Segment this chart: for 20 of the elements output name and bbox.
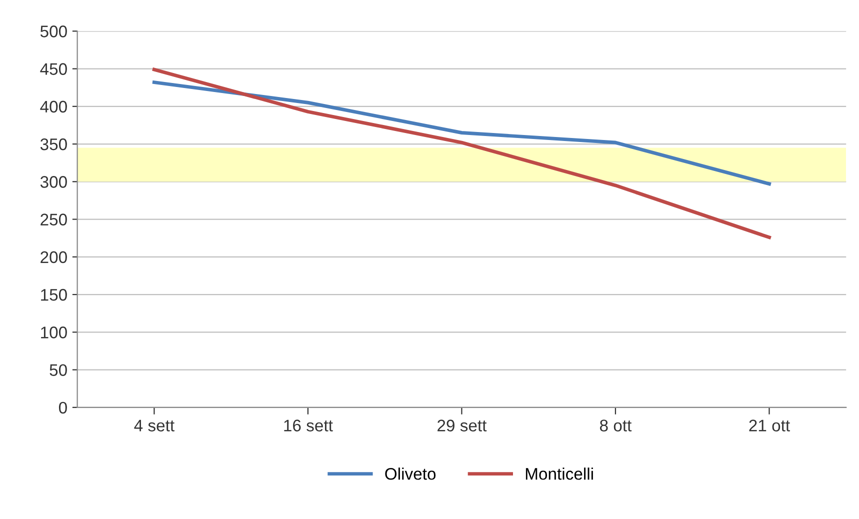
x-tick-label: 4 sett — [134, 420, 174, 432]
y-tick-label: 400 — [40, 100, 67, 113]
x-tick-label: 16 sett — [284, 420, 333, 432]
line-series — [152, 68, 771, 240]
y-tick-label: 350 — [40, 138, 67, 150]
y-tick-label: 450 — [40, 63, 67, 75]
line-series — [152, 80, 771, 186]
y-tick-label: 300 — [40, 176, 67, 188]
y-tick-label: 150 — [41, 288, 67, 301]
y-tick-label: 500 — [40, 26, 67, 38]
y-tick-label: 0 — [58, 402, 67, 414]
legend-label: Monticelli — [526, 468, 593, 480]
legend-label: Oliveto — [385, 468, 436, 480]
x-tick-label: 8 ott — [600, 420, 632, 432]
y-tick-label: 200 — [40, 251, 67, 264]
x-tick-label: 21 ott — [749, 420, 790, 432]
y-tick-label: 100 — [41, 326, 67, 338]
y-tick-label: 250 — [40, 214, 67, 226]
y-tick-label: 50 — [50, 364, 67, 376]
x-tick-label: 29 sett — [438, 420, 487, 432]
